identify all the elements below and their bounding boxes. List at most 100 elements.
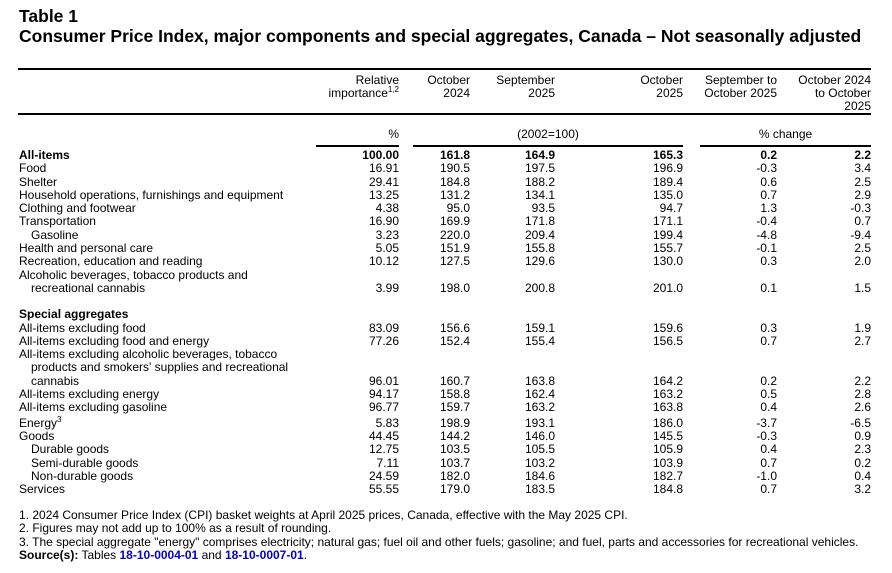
column-header-line: October 2025 — [667, 87, 777, 100]
cell-value: 103.5 — [439, 442, 470, 457]
cell-value: 155.8 — [524, 241, 555, 256]
cell-value: 171.1 — [652, 214, 683, 229]
cell-value: 156.6 — [439, 320, 470, 335]
row-label-line: Transportation — [19, 214, 96, 229]
row-label-line: products and smokers' supplies and recre… — [31, 360, 289, 375]
cell-value: 0.4 — [760, 400, 777, 415]
row-label-line: All-items excluding alcoholic beverages,… — [19, 347, 278, 362]
row-label-line: Special aggregates — [19, 307, 129, 322]
cell-value: 1.3 — [760, 201, 777, 216]
cell-value: 10.12 — [368, 254, 399, 269]
cell-value: 171.8 — [524, 214, 555, 229]
cell-value: 44.45 — [368, 428, 399, 443]
row-label: Special aggregates — [0, 307, 319, 322]
cell-value: 24.59 — [368, 468, 399, 483]
cell-value: -9.4 — [850, 227, 871, 242]
cell-value: -0.4 — [756, 214, 777, 229]
cell-value: 94.17 — [368, 387, 399, 402]
row-label-line: Gasoline — [31, 227, 79, 242]
cell-value: 197.5 — [524, 161, 555, 176]
column-header-line: 2025 — [761, 100, 871, 113]
cell-value: 103.2 — [524, 455, 555, 470]
cell-value: 127.5 — [439, 254, 470, 269]
column-header-line: Relative — [289, 74, 399, 87]
table-row: All-items 100.00 161.8 164.9 165.3 0.2 2.2 — [0, 148, 892, 162]
cell-value: 193.1 — [524, 415, 555, 430]
column-header-text: 2025 — [844, 99, 871, 113]
cell-value: 159.1 — [524, 320, 555, 335]
cell-value: 2.5 — [854, 174, 871, 189]
cell-value: 164.2 — [652, 373, 683, 388]
table-row: Semi-durable goods 7.11 103.7 103.2 103.9 0.7… — [0, 455, 892, 470]
cell-value: 184.6 — [524, 468, 555, 483]
cell-value: 135.0 — [652, 187, 683, 202]
cell-value: 155.4 — [524, 333, 555, 348]
cell-value: 131.2 — [439, 187, 470, 202]
column-header-line: September to — [667, 74, 777, 87]
cell-value: 179.0 — [439, 482, 470, 497]
cell-value: 0.6 — [760, 174, 777, 189]
cell-value: 105.5 — [524, 442, 555, 457]
column-header-line: 2025 — [573, 87, 683, 100]
column-header-text: October — [640, 73, 683, 87]
footnotes: 1. 2024 Consumer Price Index (CPI) baske… — [19, 508, 858, 563]
cell-value: 103.7 — [439, 455, 470, 470]
cell-value: -0.3 — [756, 428, 777, 443]
row-label-line: Household operations, furnishings and eq… — [19, 187, 284, 202]
row-label-line: Non-durable goods — [31, 468, 134, 483]
cell-value: 146.0 — [524, 428, 555, 443]
row-label: Household operations, furnishings and eq… — [0, 187, 319, 202]
cell-value: 3.4 — [854, 161, 871, 176]
row-label-line: cannabis — [31, 373, 80, 388]
source-label: Source(s): — [19, 548, 79, 563]
cell-value: 0.2 — [760, 148, 777, 162]
column-header-text: October 2024 — [798, 73, 871, 87]
row-label-line: All-items — [19, 148, 70, 162]
cell-value: 5.05 — [375, 241, 399, 256]
column-header-line: to October — [761, 87, 871, 100]
cell-value: 156.5 — [652, 333, 683, 348]
cell-value: 190.5 — [439, 161, 470, 176]
row-label-line: Goods — [19, 428, 55, 443]
cell-value: 2.5 — [854, 241, 871, 256]
table-link-2[interactable]: 18-10-0007-01 — [224, 548, 304, 563]
unit-change: % change — [758, 127, 813, 141]
table-title: Table 1 Consumer Price Index, major comp… — [19, 6, 879, 46]
row-label: Health and personal care — [0, 241, 319, 255]
column-header-text: October — [427, 73, 470, 87]
row-label: Services — [0, 482, 319, 496]
footnote-ref: 3 — [57, 414, 62, 424]
row-label-line: Food — [19, 161, 47, 176]
row-label-line: Shelter — [19, 174, 58, 189]
table-row: Household operations, furnishings and eq… — [0, 187, 892, 202]
cell-value: 158.8 — [439, 387, 470, 402]
cell-value: 151.9 — [439, 241, 470, 256]
row-spacer — [0, 295, 892, 308]
cell-value: 0.7 — [760, 333, 777, 348]
cell-value: 2.6 — [854, 400, 871, 415]
cell-value: 169.9 — [439, 214, 470, 229]
table-row: Non-durable goods 24.59 182.0 184.6 182.7 -1.… — [0, 468, 892, 483]
cell-value: 184.8 — [652, 482, 683, 497]
column-header-text: importance — [328, 86, 388, 100]
column-header-text: Relative — [355, 73, 399, 87]
row-label: Shelter — [0, 174, 319, 189]
row-label: Gasoline — [0, 227, 331, 242]
column-header-line: September — [445, 74, 555, 87]
cell-value: 0.7 — [760, 187, 777, 202]
cell-value: 93.5 — [531, 201, 555, 216]
cell-value: 103.9 — [652, 455, 683, 470]
cell-value: -0.3 — [756, 161, 777, 176]
table-link-1[interactable]: 18-10-0004-01 — [119, 548, 199, 563]
table-number: Table 1 — [19, 6, 79, 26]
cell-value: 163.8 — [652, 400, 683, 415]
row-label: Semi-durable goods — [0, 456, 331, 470]
cell-value: -3.7 — [756, 415, 777, 430]
cell-value: 3.99 — [375, 280, 399, 295]
cell-value: 77.26 — [368, 333, 399, 348]
row-label-line: Recreation, education and reading — [19, 254, 203, 269]
cell-value: 130.0 — [652, 254, 683, 269]
row-label: Clothing and footwear — [0, 201, 319, 215]
cell-value: 201.0 — [652, 280, 683, 295]
footnote-1: 1. 2024 Consumer Price Index (CPI) baske… — [19, 508, 628, 522]
